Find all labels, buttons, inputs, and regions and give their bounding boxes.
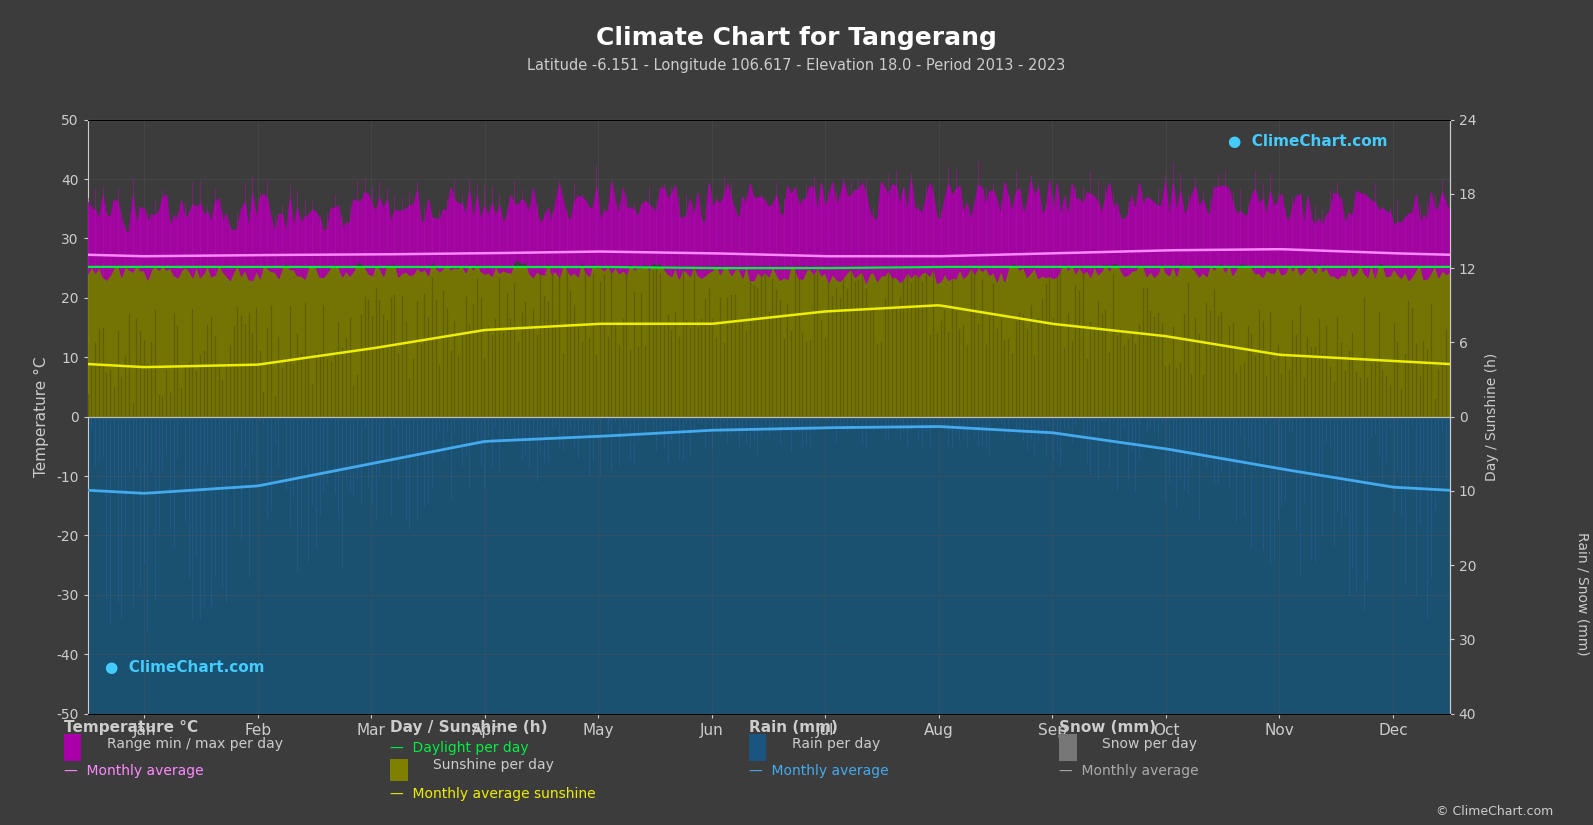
- Y-axis label: Temperature °C: Temperature °C: [33, 356, 49, 477]
- Text: Snow per day: Snow per day: [1102, 738, 1198, 752]
- Text: Temperature °C: Temperature °C: [64, 719, 198, 735]
- Text: Latitude -6.151 - Longitude 106.617 - Elevation 18.0 - Period 2013 - 2023: Latitude -6.151 - Longitude 106.617 - El…: [527, 58, 1066, 73]
- Text: © ClimeChart.com: © ClimeChart.com: [1435, 805, 1553, 818]
- Text: —  Monthly average: — Monthly average: [64, 765, 204, 779]
- Text: Rain (mm): Rain (mm): [749, 719, 838, 735]
- Text: —  Daylight per day: — Daylight per day: [390, 742, 529, 756]
- Y-axis label: Day / Sunshine (h): Day / Sunshine (h): [1485, 352, 1499, 481]
- Text: Range min / max per day: Range min / max per day: [107, 738, 282, 752]
- Text: Snow (mm): Snow (mm): [1059, 719, 1157, 735]
- Text: Rain per day: Rain per day: [792, 738, 879, 752]
- Text: Day / Sunshine (h): Day / Sunshine (h): [390, 719, 548, 735]
- Text: —  Monthly average: — Monthly average: [1059, 765, 1200, 779]
- Text: —  Monthly average: — Monthly average: [749, 765, 889, 779]
- Text: Sunshine per day: Sunshine per day: [433, 758, 554, 772]
- Text: ●  ClimeChart.com: ● ClimeChart.com: [1228, 134, 1388, 149]
- Text: ●  ClimeChart.com: ● ClimeChart.com: [105, 660, 264, 675]
- Text: Climate Chart for Tangerang: Climate Chart for Tangerang: [596, 26, 997, 50]
- Text: —  Monthly average sunshine: — Monthly average sunshine: [390, 787, 596, 801]
- Text: Rain / Snow (mm): Rain / Snow (mm): [1575, 532, 1590, 656]
